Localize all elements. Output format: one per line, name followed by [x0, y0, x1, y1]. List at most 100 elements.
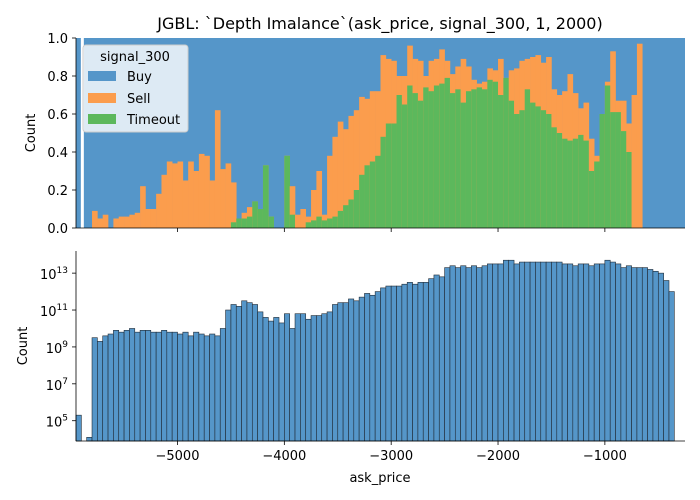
count-bar	[139, 330, 146, 442]
count-bar	[219, 328, 226, 442]
legend: signal_300 Buy Sell Timeout	[82, 44, 189, 133]
count-bar	[406, 282, 413, 442]
count-bar	[182, 331, 189, 442]
count-bar	[444, 267, 451, 442]
timeout-bar	[476, 87, 483, 229]
count-bar	[380, 287, 387, 442]
timeout-bar	[546, 114, 552, 228]
sell-bar	[134, 212, 141, 228]
count-bar	[177, 333, 184, 442]
count-bar	[487, 263, 493, 442]
timeout-bar	[455, 89, 461, 228]
count-bar	[577, 263, 584, 442]
timeout-bar	[412, 93, 419, 228]
timeout-bar	[423, 87, 429, 229]
count-bar	[113, 330, 120, 442]
timeout-bar	[332, 216, 339, 228]
count-bar	[604, 259, 611, 442]
timeout-bar	[498, 95, 504, 228]
timeout-bar	[311, 220, 317, 228]
sell-bar	[295, 214, 301, 228]
count-bar	[449, 265, 456, 442]
timeout-bar	[492, 81, 499, 228]
x-tick-label: −4000	[262, 449, 306, 464]
count-bar	[593, 263, 600, 442]
count-bar	[166, 331, 173, 442]
count-bar	[118, 331, 125, 442]
sell-bar	[118, 216, 125, 228]
timeout-bar	[626, 152, 632, 228]
timeout-bar	[284, 155, 290, 228]
count-bar	[225, 309, 232, 442]
top-y-axis-label: Count	[24, 114, 39, 153]
bottom-x-ticks: −5000 −4000 −3000 −2000 −1000	[156, 441, 627, 464]
sell-bar	[348, 115, 355, 228]
timeout-bar	[407, 85, 413, 228]
count-bar	[540, 261, 547, 442]
count-bar	[187, 335, 194, 442]
count-bar	[497, 263, 504, 442]
top-y-ticks: 0.0 0.2 0.4 0.6 0.8 1.0	[47, 32, 76, 237]
count-bar	[198, 333, 205, 442]
sell-bar	[636, 43, 643, 229]
count-bar	[337, 302, 344, 442]
top-panel: 0.0 0.2 0.4 0.6 0.8 1.0 Count signal_300 Buy …	[24, 32, 685, 237]
sell-bar	[156, 193, 162, 228]
count-bar	[300, 313, 307, 442]
count-bar	[171, 331, 178, 442]
empty-bin-gap	[80, 38, 84, 228]
sell-bar	[193, 171, 200, 228]
sell-bar	[177, 161, 184, 228]
legend-swatch-buy	[88, 71, 116, 81]
sell-bar	[369, 91, 376, 228]
count-bar	[257, 311, 264, 442]
count-bar	[332, 304, 339, 442]
sell-bar	[161, 174, 168, 228]
timeout-bar	[375, 155, 381, 228]
count-bar	[348, 298, 355, 442]
sell-bar	[166, 161, 173, 228]
timeout-bar	[369, 161, 376, 228]
count-bar	[641, 267, 648, 442]
timeout-bar	[482, 89, 488, 228]
count-bar	[246, 302, 253, 442]
count-bar	[396, 285, 403, 442]
count-bar	[652, 270, 659, 442]
count-bar	[364, 293, 371, 442]
bottom-y-tick-label: 1013	[40, 266, 68, 283]
sell-bar	[631, 95, 638, 228]
count-bar	[599, 263, 606, 442]
count-bar	[508, 259, 515, 442]
top-y-tick-label: 0.8	[47, 70, 68, 85]
count-bar	[503, 259, 510, 442]
legend-label-sell: Sell	[127, 92, 150, 107]
count-bar	[417, 282, 424, 442]
sell-bar	[124, 216, 130, 228]
timeout-bar	[257, 209, 264, 228]
count-bar	[203, 335, 210, 442]
count-bar	[251, 304, 258, 442]
count-bar	[615, 263, 622, 442]
bottom-panel: 105 107 109 1011 1013 −5000 −4000 −3000 −2000 −1…	[16, 251, 685, 486]
count-bar	[134, 331, 141, 442]
timeout-bar	[252, 201, 258, 228]
count-bar	[129, 328, 136, 442]
timeout-bar	[615, 112, 622, 228]
sell-bar	[332, 136, 339, 228]
count-bar	[481, 265, 488, 442]
count-bar	[278, 322, 285, 442]
count-bar	[556, 261, 563, 442]
timeout-bar	[610, 112, 616, 228]
chart-title: JGBL: `Depth Imalance`(ask_price, signal…	[156, 14, 602, 34]
timeout-bar	[583, 140, 590, 228]
timeout-bar	[556, 133, 563, 228]
count-bar	[545, 261, 552, 442]
sell-bar	[225, 163, 232, 228]
count-bar	[230, 304, 237, 442]
count-bar	[476, 267, 483, 442]
sell-bar	[97, 218, 104, 228]
timeout-bar	[337, 210, 344, 228]
count-bar	[433, 274, 440, 442]
count-bar	[358, 296, 365, 442]
count-bar	[161, 330, 168, 442]
